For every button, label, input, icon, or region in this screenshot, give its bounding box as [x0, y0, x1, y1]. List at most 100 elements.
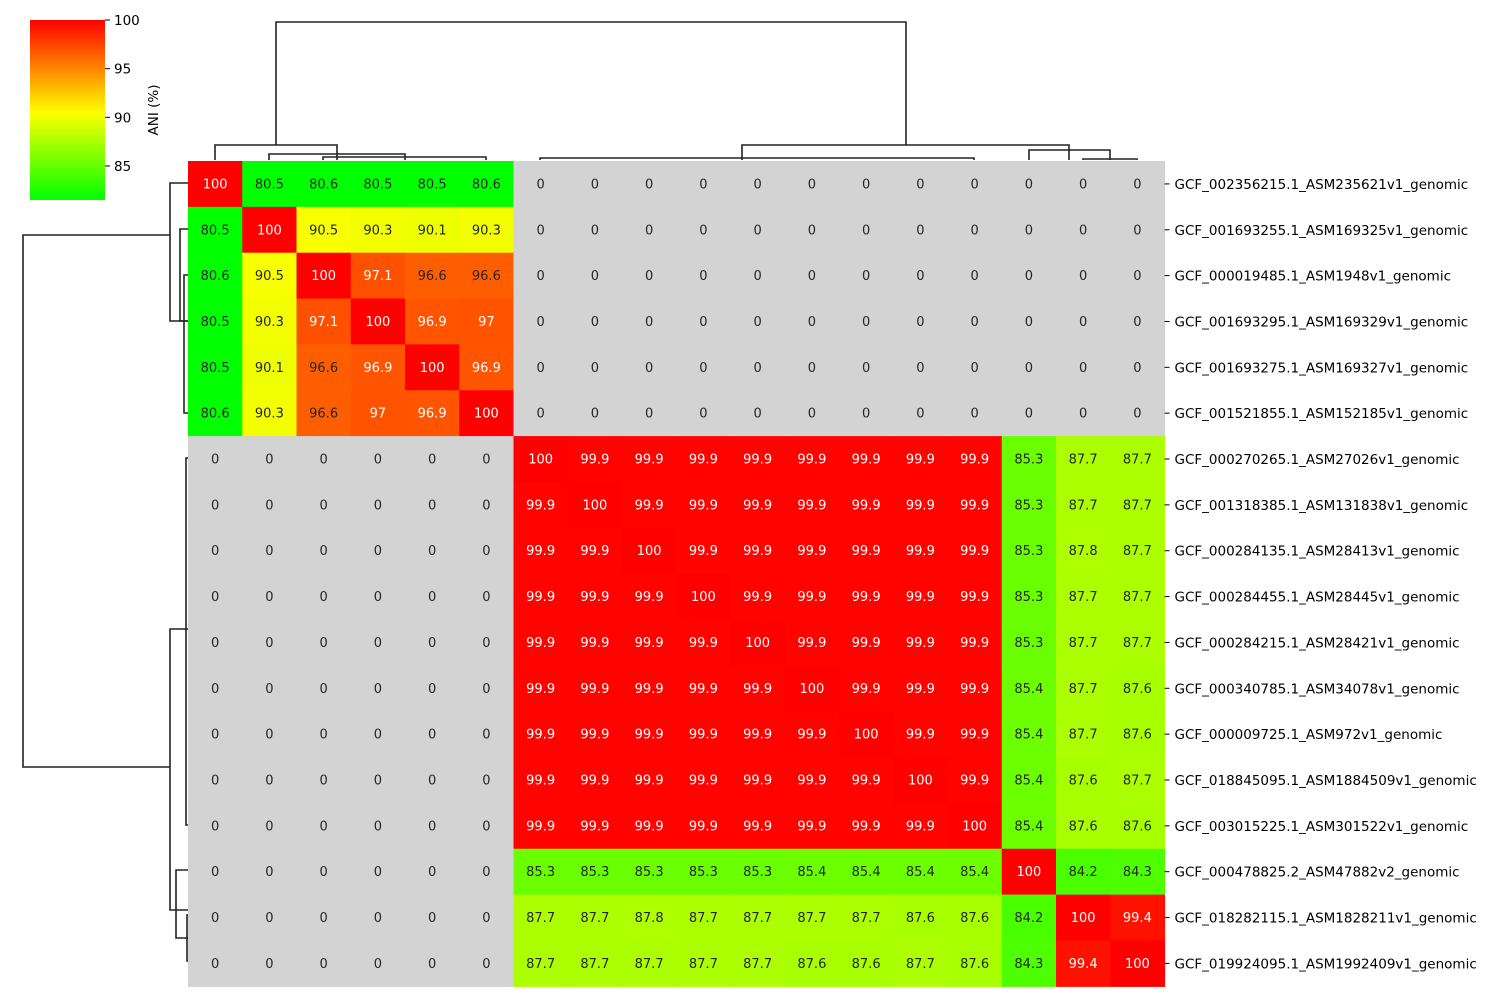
heatmap-cell [242, 757, 298, 804]
cell-value-label: 99.9 [580, 728, 609, 743]
heatmap-cell [784, 665, 840, 712]
cell-value-label: 0 [374, 819, 382, 834]
cell-value-label: 100 [854, 728, 879, 743]
cell-value-label: 99.9 [906, 682, 935, 697]
cell-value-label: 87.7 [1069, 498, 1098, 513]
heatmap-cell [188, 711, 243, 758]
heatmap-cell [947, 940, 1003, 987]
heatmap-cell [893, 665, 949, 712]
heatmap-cell [730, 206, 786, 254]
row-dendro-link [169, 182, 188, 322]
heatmap-cell [350, 390, 406, 437]
heatmap-cell [622, 436, 677, 483]
heatmap-cell [350, 940, 406, 987]
cell-value-label: 0 [319, 865, 327, 880]
cell-value-label: 0 [808, 315, 816, 330]
heatmap-cell [296, 206, 352, 254]
heatmap-cell [296, 527, 352, 575]
row-label: GCF_018282115.1_ASM1828211v1_genomic [1175, 911, 1477, 927]
heatmap-cell [1110, 206, 1166, 254]
heatmap-cell [622, 665, 677, 712]
row-label: GCF_000340785.1_ASM34078v1_genomic [1175, 681, 1460, 697]
cell-value-label: 85.4 [906, 865, 935, 880]
cell-value-label: 87.7 [1123, 544, 1152, 559]
heatmap-cell [459, 848, 515, 896]
heatmap-cell [296, 940, 352, 987]
heatmap-cell [1001, 161, 1057, 208]
cell-value-label: 0 [1133, 223, 1141, 238]
heatmap-cell [1056, 848, 1111, 896]
cell-value-label: 99.9 [797, 453, 826, 468]
heatmap-cell [1056, 344, 1111, 391]
cell-value-label: 99.4 [1123, 911, 1152, 926]
heatmap-cell [188, 344, 243, 391]
cell-value-label: 0 [591, 177, 599, 192]
heatmap-cell [513, 573, 569, 621]
cell-value-label: 0 [1079, 407, 1087, 422]
cell-value-label: 0 [428, 498, 436, 513]
heatmap-cell [242, 161, 298, 208]
cell-value-label: 0 [536, 269, 544, 284]
heatmap-cell [784, 619, 840, 666]
heatmap-cell [1056, 161, 1111, 208]
cell-value-label: 85.4 [797, 865, 826, 880]
heatmap-cell [1001, 344, 1057, 391]
cell-value-label: 97 [478, 315, 495, 330]
heatmap-cell [730, 757, 786, 804]
cell-value-label: 0 [699, 361, 707, 376]
cell-value-label: 0 [482, 957, 490, 972]
cell-value-label: 99.9 [580, 544, 609, 559]
cell-value-label: 99.9 [526, 682, 555, 697]
cell-value-label: 0 [862, 177, 870, 192]
heatmap-cell [405, 298, 460, 345]
cell-value-label: 96.6 [472, 269, 501, 284]
heatmap-cell [405, 252, 460, 300]
heatmap-cell [296, 848, 352, 896]
cell-value-label: 99.9 [852, 453, 881, 468]
cell-value-label: 100 [582, 498, 607, 513]
cell-value-label: 100 [1016, 865, 1041, 880]
heatmap-cell [1110, 252, 1166, 300]
heatmap-cell [405, 711, 460, 758]
cell-value-label: 0 [699, 177, 707, 192]
heatmap-cell [567, 252, 623, 300]
heatmap-cell [350, 894, 406, 942]
heatmap-cell [1001, 252, 1057, 300]
heatmap-cell [296, 711, 352, 758]
heatmap-cell [839, 848, 894, 896]
heatmap-cell [405, 206, 460, 254]
heatmap-cell [513, 161, 569, 208]
heatmap-cell [1110, 573, 1166, 621]
heatmap-cell [1110, 802, 1166, 850]
heatmap-cell [893, 619, 949, 666]
heatmap-cell [350, 802, 406, 850]
cell-value-label: 99.9 [960, 453, 989, 468]
heatmap-cell [730, 252, 786, 300]
row-label: GCF_000284215.1_ASM28421v1_genomic [1175, 635, 1460, 651]
heatmap-cell [459, 619, 515, 666]
heatmap-cell [459, 802, 515, 850]
heatmap-cell [296, 481, 352, 529]
heatmap-cell [622, 252, 677, 300]
col-dendro-link [214, 144, 338, 160]
cell-value-label: 85.3 [1014, 544, 1043, 559]
cell-value-label: 100 [528, 453, 553, 468]
cell-value-label: 87.7 [852, 911, 881, 926]
cell-value-label: 99.9 [580, 590, 609, 605]
heatmap-cell [350, 619, 406, 666]
cell-value-label: 0 [265, 453, 273, 468]
heatmap-cell [188, 573, 243, 621]
cell-value-label: 100 [745, 636, 770, 651]
cell-value-label: 0 [536, 315, 544, 330]
cell-value-label: 99.9 [689, 682, 718, 697]
cell-value-label: 85.3 [1014, 498, 1043, 513]
row-label: GCF_003015225.1_ASM301522v1_genomic [1175, 819, 1469, 835]
heatmap-cell [188, 848, 243, 896]
cell-value-label: 0 [808, 269, 816, 284]
row-label: GCF_000009725.1_ASM972v1_genomic [1175, 727, 1443, 743]
heatmap-cell [676, 894, 732, 942]
heatmap-cell [350, 848, 406, 896]
heatmap-cell [242, 711, 298, 758]
cell-value-label: 87.7 [635, 957, 664, 972]
heatmap-cell [893, 206, 949, 254]
